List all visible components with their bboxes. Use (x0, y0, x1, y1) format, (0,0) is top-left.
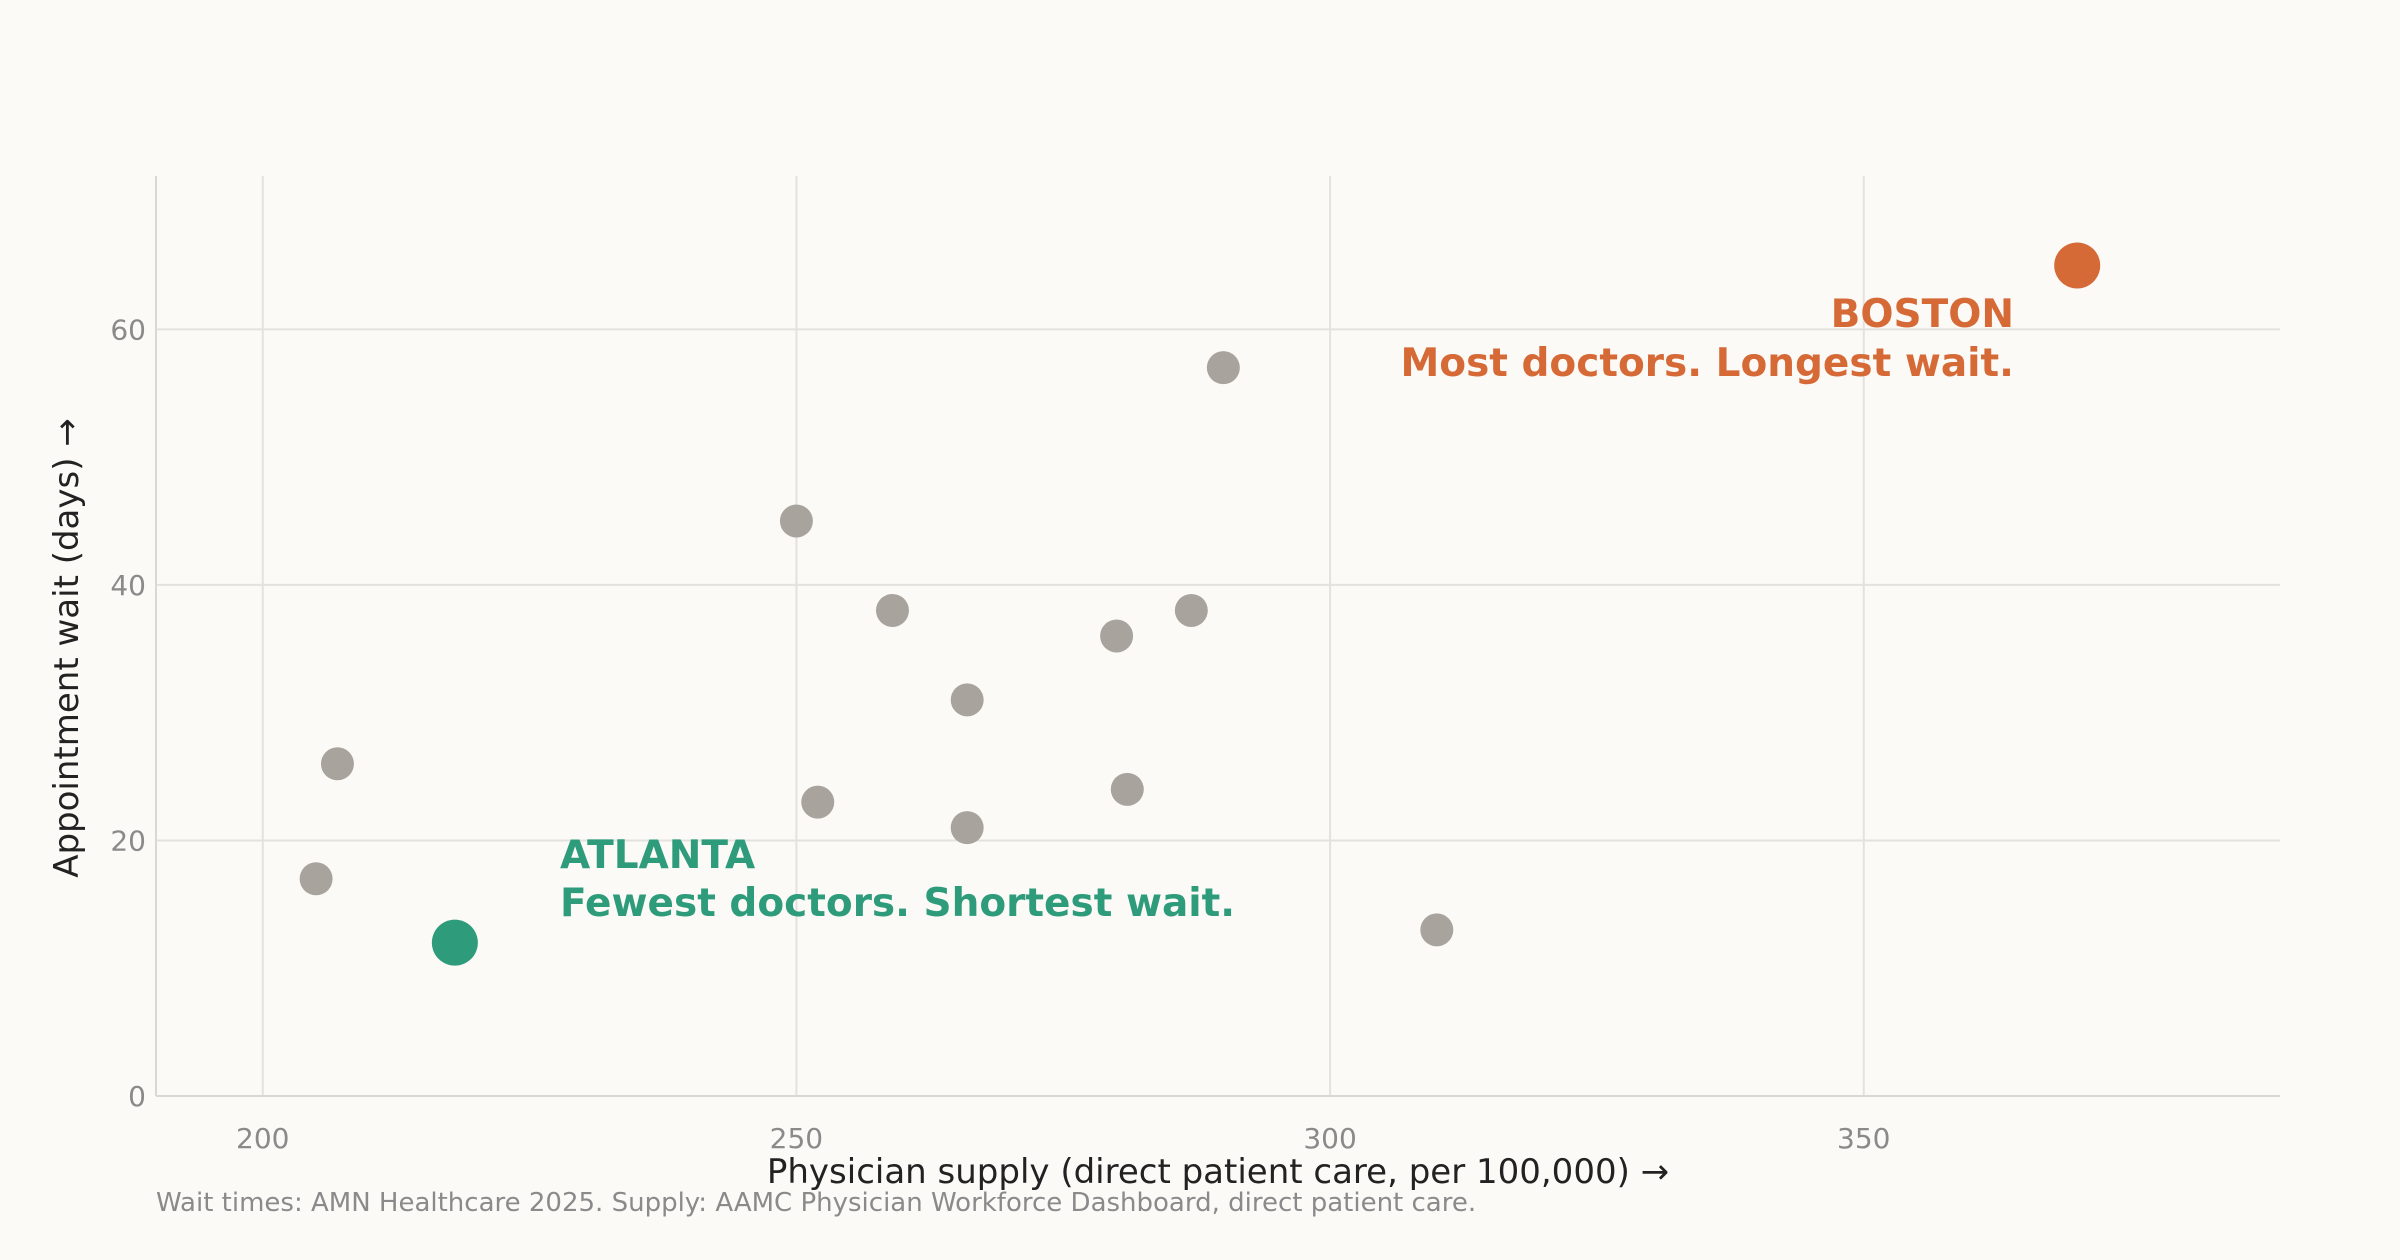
x-tick-label: 200 (236, 1122, 289, 1155)
x-tick-label: 300 (1303, 1122, 1356, 1155)
atlanta-annotation-subtitle: Fewest doctors. Shortest wait. (560, 881, 1235, 926)
y-axis-label: Appointment wait (days) → (47, 418, 87, 878)
grid-lines (156, 176, 2280, 1096)
data-point (1206, 351, 1240, 385)
data-point (320, 747, 354, 781)
data-point (950, 811, 984, 845)
boston-point (2054, 242, 2101, 289)
data-point (875, 593, 909, 627)
y-tick-label: 60 (110, 313, 146, 346)
data-point (1174, 593, 1208, 627)
axis-spines (155, 176, 2280, 1097)
data-point (779, 504, 813, 538)
x-tick-label: 350 (1837, 1122, 1890, 1155)
source-note: Wait times: AMN Healthcare 2025. Supply:… (156, 1188, 1476, 1218)
x-tick-label: 250 (770, 1122, 823, 1155)
tick-labels: 200 250 300 350 0 20 40 60 (110, 313, 1890, 1155)
data-points (299, 242, 2101, 966)
data-point (1420, 913, 1454, 947)
data-point (299, 862, 333, 896)
x-axis-label: Physician supply (direct patient care, p… (767, 1152, 1669, 1192)
data-point (801, 785, 835, 819)
y-tick-label: 40 (110, 569, 146, 602)
atlanta-point (431, 919, 478, 966)
data-point (950, 683, 984, 717)
y-tick-label: 0 (128, 1080, 146, 1113)
data-point (1100, 619, 1134, 653)
atlanta-annotation-title: ATLANTA (560, 833, 755, 878)
data-point (1110, 772, 1144, 806)
annotations: ATLANTA Fewest doctors. Shortest wait. B… (560, 292, 2014, 926)
y-tick-label: 20 (110, 824, 146, 857)
boston-annotation-subtitle: Most doctors. Longest wait. (1400, 341, 2014, 386)
boston-annotation-title: BOSTON (1831, 292, 2014, 337)
